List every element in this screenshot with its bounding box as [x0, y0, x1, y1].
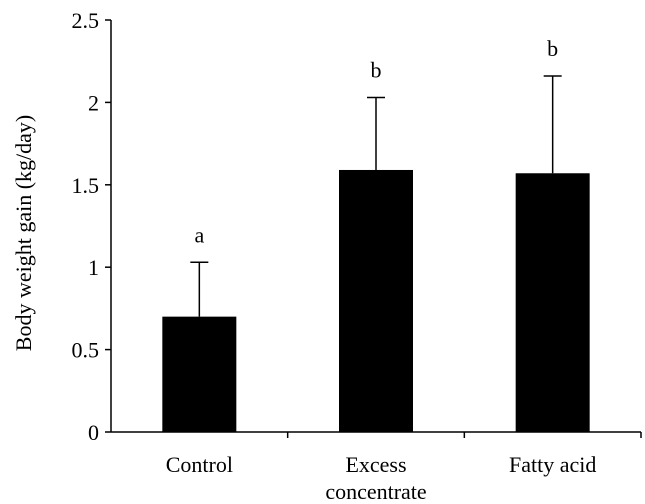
- significance-label: b: [371, 57, 382, 82]
- bar: [339, 169, 413, 432]
- bar: [515, 173, 590, 432]
- y-tick-label: 0.5: [72, 338, 100, 363]
- x-tick-label: concentrate: [325, 479, 426, 504]
- significance-label: a: [194, 222, 204, 247]
- y-tick-label: 2.5: [72, 8, 100, 33]
- y-axis-title: Body weight gain (kg/day): [11, 115, 36, 351]
- x-tick-label: Excess: [345, 452, 406, 477]
- x-tick-label: Control: [166, 452, 233, 477]
- y-tick-label: 0: [88, 420, 99, 445]
- x-tick-label: Fatty acid: [509, 452, 596, 477]
- y-tick-label: 2: [88, 90, 99, 115]
- significance-label: b: [547, 36, 558, 61]
- bar: [162, 316, 237, 432]
- y-tick-label: 1: [88, 255, 99, 280]
- y-tick-label: 1.5: [72, 173, 100, 198]
